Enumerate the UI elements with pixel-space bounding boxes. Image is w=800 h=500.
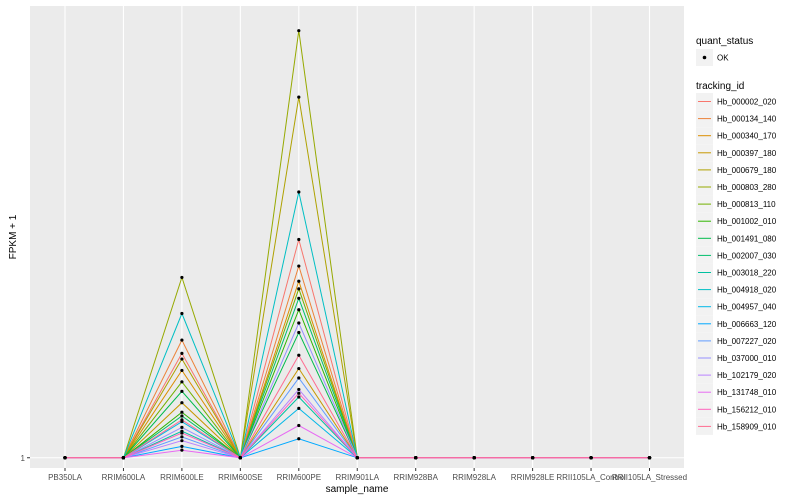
data-point <box>180 368 184 373</box>
data-point <box>297 366 301 371</box>
data-point <box>297 391 301 395</box>
legend-label: Hb_003018_220 <box>717 269 777 278</box>
data-point <box>297 395 301 399</box>
legend-point-icon <box>702 55 707 60</box>
data-point <box>180 311 184 316</box>
data-point <box>297 353 301 357</box>
series-points <box>63 29 652 460</box>
data-point <box>180 435 184 439</box>
legend-label: Hb_007227_020 <box>717 337 777 346</box>
data-point <box>589 456 593 460</box>
data-point <box>297 437 301 441</box>
legend: quant_status OK tracking_id Hb_000002_02… <box>696 36 777 435</box>
data-point <box>297 279 301 283</box>
legend-label: Hb_000134_140 <box>717 115 777 124</box>
color-legend-title: tracking_id <box>696 81 744 92</box>
data-point <box>180 418 184 422</box>
data-point <box>297 296 301 300</box>
x-tick-label: RRIM600SE <box>218 473 262 482</box>
data-point <box>180 448 184 452</box>
x-tick-label: RRIM600PE <box>277 473 321 482</box>
legend-label: Hb_004957_040 <box>717 303 777 312</box>
data-point <box>238 456 242 460</box>
data-point <box>472 456 476 460</box>
legend-label: OK <box>717 54 729 63</box>
data-point <box>297 406 301 410</box>
data-point <box>297 330 301 335</box>
legend-label: Hb_000002_020 <box>717 98 777 107</box>
x-tick-label: RRIM600LE <box>160 473 204 482</box>
data-point <box>180 425 184 429</box>
y-axis: 1 <box>21 454 30 463</box>
legend-label: Hb_158909_010 <box>717 422 777 431</box>
data-point <box>297 190 301 194</box>
data-point <box>531 456 535 460</box>
data-point <box>297 95 301 99</box>
legend-label: Hb_002007_030 <box>717 251 777 260</box>
data-point <box>297 264 301 268</box>
legend-label: Hb_037000_010 <box>717 354 777 363</box>
data-point <box>647 456 652 460</box>
legend-label: Hb_000803_280 <box>717 183 777 192</box>
data-point <box>121 456 126 460</box>
data-point <box>180 351 184 355</box>
data-point <box>297 237 301 242</box>
data-point <box>180 439 184 443</box>
x-axis: PB350LA RRIM600LA RRIM600LE RRIM600SE RRIM60… <box>48 468 687 482</box>
gridlines <box>30 6 684 468</box>
data-point <box>180 414 184 418</box>
x-tick-label: RRIM928BA <box>393 473 438 482</box>
legend-label: Hb_102179_020 <box>717 371 777 380</box>
data-point <box>180 389 184 393</box>
x-tick-label: RRIM928LE <box>511 473 555 482</box>
y-axis-title: FPKM + 1 <box>8 214 19 259</box>
x-tick-label: RRIM901LA <box>335 473 379 482</box>
data-point <box>297 376 301 380</box>
x-tick-label: RRII105LA_Stressed <box>612 473 687 482</box>
y-tick-label: 1 <box>21 454 26 463</box>
legend-label: Hb_006663_120 <box>717 320 777 329</box>
x-tick-label: RRIM928LA <box>452 473 496 482</box>
legend-label: Hb_000397_180 <box>717 149 777 158</box>
legend-label: Hb_131748_010 <box>717 388 777 397</box>
data-point <box>180 338 184 342</box>
data-point <box>297 29 301 33</box>
x-axis-title: sample_name <box>326 484 389 495</box>
legend-label: Hb_001002_010 <box>717 217 777 226</box>
data-point <box>297 308 301 312</box>
data-point <box>297 387 301 392</box>
data-point <box>297 287 301 291</box>
legend-label: Hb_156212_010 <box>717 405 777 414</box>
data-point <box>63 456 67 460</box>
data-point <box>297 423 301 428</box>
legend-label: Hb_000813_110 <box>717 200 776 209</box>
data-point <box>180 444 184 448</box>
data-point <box>297 321 301 325</box>
data-point <box>180 357 184 361</box>
data-point <box>180 401 184 405</box>
data-point <box>355 456 359 460</box>
x-tick-label: PB350LA <box>48 473 82 482</box>
legend-label: Hb_000340_170 <box>717 132 777 141</box>
legend-label: Hb_000679_180 <box>717 166 777 175</box>
data-point <box>180 380 184 384</box>
legend-label: Hb_001491_080 <box>717 234 777 243</box>
legend-label: Hb_004918_020 <box>717 286 777 295</box>
shape-legend-title: quant_status <box>696 36 753 47</box>
data-point <box>180 431 184 435</box>
data-point <box>180 410 184 414</box>
data-point <box>180 275 184 280</box>
x-tick-label: RRIM600LA <box>102 473 146 482</box>
data-point <box>414 456 418 460</box>
x-tick-label: RRII105LA_Control <box>556 473 626 482</box>
